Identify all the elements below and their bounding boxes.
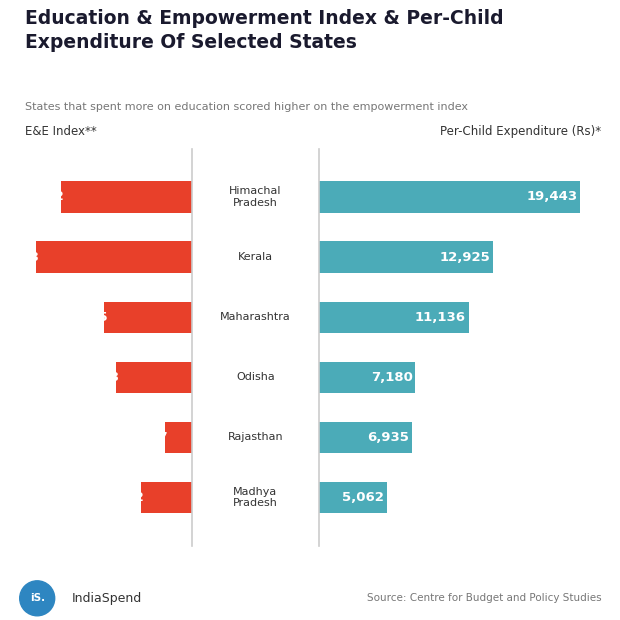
Text: E&E Index**: E&E Index** bbox=[25, 125, 97, 138]
Bar bbox=[319, 241, 493, 273]
Text: 0.32: 0.32 bbox=[112, 491, 144, 504]
Bar bbox=[141, 482, 192, 513]
Text: Kerala: Kerala bbox=[238, 252, 273, 262]
Text: 0.82: 0.82 bbox=[32, 190, 64, 203]
Bar bbox=[115, 361, 192, 393]
Text: 0.48: 0.48 bbox=[86, 371, 119, 384]
Text: 6,935: 6,935 bbox=[368, 431, 409, 444]
Text: 7,180: 7,180 bbox=[371, 371, 413, 384]
Text: Odisha: Odisha bbox=[236, 372, 275, 383]
Text: 0.55: 0.55 bbox=[75, 311, 108, 324]
Bar bbox=[319, 301, 469, 333]
Text: States that spent more on education scored higher on the empowerment index: States that spent more on education scor… bbox=[25, 102, 468, 112]
Text: 0.98: 0.98 bbox=[6, 250, 39, 264]
Text: Himachal
Pradesh: Himachal Pradesh bbox=[229, 186, 281, 208]
Text: iS.: iS. bbox=[30, 593, 45, 603]
Bar bbox=[319, 361, 415, 393]
Text: Maharashtra: Maharashtra bbox=[220, 312, 291, 322]
Text: 11,136: 11,136 bbox=[415, 311, 466, 324]
Circle shape bbox=[20, 581, 55, 616]
Text: 12,925: 12,925 bbox=[440, 250, 490, 264]
Text: Madhya
Pradesh: Madhya Pradesh bbox=[233, 487, 278, 508]
Text: Rajasthan: Rajasthan bbox=[228, 432, 283, 443]
Bar bbox=[36, 241, 192, 273]
Text: Source: Centre for Budget and Policy Studies: Source: Centre for Budget and Policy Stu… bbox=[367, 593, 601, 603]
Text: IndiaSpend: IndiaSpend bbox=[71, 592, 141, 604]
Text: 19,443: 19,443 bbox=[526, 190, 578, 203]
Bar bbox=[104, 301, 192, 333]
Text: 5,062: 5,062 bbox=[342, 491, 384, 504]
Bar bbox=[61, 181, 192, 213]
Bar bbox=[165, 422, 192, 453]
Bar bbox=[319, 181, 580, 213]
Bar bbox=[319, 482, 387, 513]
Text: Per-Child Expenditure (Rs)*: Per-Child Expenditure (Rs)* bbox=[440, 125, 601, 138]
Text: 0.17: 0.17 bbox=[136, 431, 168, 444]
Text: Education & Empowerment Index & Per-Child
Expenditure Of Selected States: Education & Empowerment Index & Per-Chil… bbox=[25, 9, 503, 52]
Bar bbox=[319, 422, 412, 453]
